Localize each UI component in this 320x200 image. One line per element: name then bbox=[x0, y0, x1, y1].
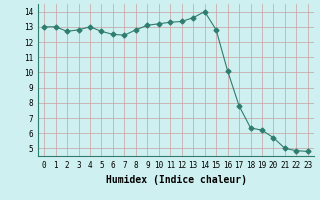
X-axis label: Humidex (Indice chaleur): Humidex (Indice chaleur) bbox=[106, 175, 246, 185]
